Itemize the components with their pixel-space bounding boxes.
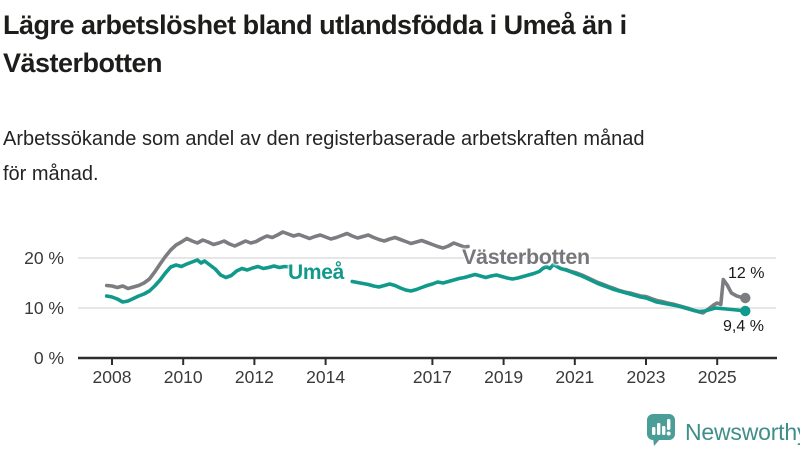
series-line-umea <box>350 262 748 314</box>
x-tick-label: 2021 <box>555 367 595 387</box>
x-tick-label: 2017 <box>412 367 452 387</box>
y-tick-label: 10 % <box>24 298 64 318</box>
x-tick-label: 2014 <box>306 367 346 387</box>
chart-subtitle: Arbetssökande som andel av den registerb… <box>3 122 793 192</box>
newsworthy-logo[interactable]: Newsworthy <box>646 413 800 452</box>
subtitle-line-2: för månad. <box>3 163 99 185</box>
title-line-1: Lägre arbetslöshet bland utlandsfödda i … <box>3 10 627 40</box>
end-value-label-umea: 9,4 % <box>723 318 764 335</box>
series-end-dot-vasterbotten <box>740 292 751 304</box>
x-tick-label: 2019 <box>484 367 524 387</box>
x-tick-label: 2010 <box>163 367 203 387</box>
bar-chart-speech-bubble-icon <box>646 413 676 452</box>
end-value-label-vasterbotten: 12 % <box>728 265 765 282</box>
y-tick-label: 20 % <box>24 248 64 268</box>
title-line-2: Västerbotten <box>3 48 163 78</box>
y-tick-label: 0 % <box>33 348 64 368</box>
series-end-dot-umea <box>740 305 751 317</box>
series-label-umea: Umeå <box>288 261 344 284</box>
x-tick-label: 2008 <box>92 367 132 387</box>
x-tick-label: 2023 <box>626 367 666 387</box>
subtitle-line-1: Arbetssökande som andel av den registerb… <box>3 128 645 150</box>
series-label-vasterbotten: Västerbotten <box>462 245 590 269</box>
series-line-vasterbotten <box>104 230 470 291</box>
logo-text: Newsworthy <box>685 419 800 445</box>
series-line-umea <box>104 258 292 304</box>
x-tick-label: 2012 <box>234 367 274 387</box>
page-title: Lägre arbetslöshet bland utlandsfödda i … <box>3 6 793 82</box>
x-tick-label: 2025 <box>697 367 737 387</box>
